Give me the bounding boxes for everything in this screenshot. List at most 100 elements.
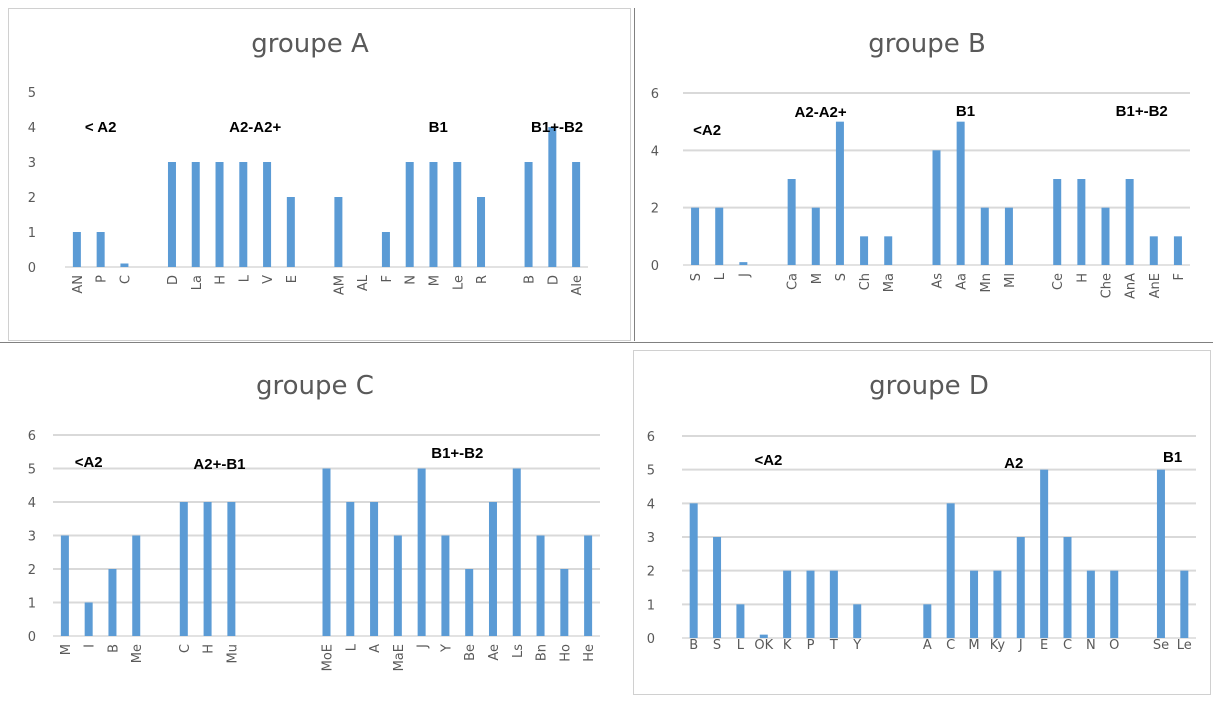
group-label: <A2 — [693, 122, 721, 139]
x-tick-label: Me — [130, 644, 145, 663]
x-tick-label: Ae — [487, 644, 502, 661]
x-tick-label: Bn — [535, 644, 550, 661]
bar — [715, 207, 724, 265]
bar — [334, 197, 343, 267]
x-tick-label: Le — [1177, 638, 1192, 653]
group-label: B1 — [956, 103, 975, 120]
x-tick-label: N — [404, 275, 419, 285]
bar — [286, 197, 295, 267]
bar — [1173, 236, 1182, 265]
x-tick-label: M — [427, 275, 442, 286]
x-tick-label: Ale — [570, 275, 585, 296]
bar — [970, 570, 979, 638]
x-tick-label: J — [1018, 638, 1023, 653]
bar — [1125, 179, 1134, 265]
bar — [239, 162, 248, 267]
bar — [72, 232, 81, 267]
bar — [1156, 469, 1165, 638]
x-tick-label: MaE — [392, 644, 407, 671]
x-tick-label: AnA — [1124, 273, 1139, 299]
bar — [322, 468, 331, 636]
bar — [512, 468, 521, 636]
bar — [713, 537, 722, 638]
bar — [524, 162, 533, 267]
bar — [853, 604, 862, 638]
y-tick-label: 2 — [28, 563, 36, 578]
x-tick-label: Che — [1100, 273, 1115, 298]
bar — [1040, 469, 1049, 638]
x-tick-label: He — [582, 644, 597, 662]
x-tick-label: C — [118, 275, 133, 284]
bar — [946, 503, 955, 638]
group-label: B1 — [1163, 449, 1182, 466]
x-tick-label: La — [190, 275, 205, 290]
chart-groupe-a: groupe A 0 1 2 3 4 5 AN P C D La H L V E AM AL F N M Le R B D Ale… — [10, 10, 630, 340]
y-tick-label: 3 — [28, 156, 36, 171]
y-tick-label: 1 — [28, 597, 36, 612]
bar — [1004, 207, 1013, 265]
group-label: B1+-B2 — [531, 119, 583, 136]
x-tick-label: D — [546, 275, 561, 285]
x-tick-label: Ma — [882, 273, 897, 292]
bar — [956, 121, 965, 266]
group-label: B1+-B2 — [431, 445, 483, 462]
x-tick-label: M — [59, 644, 74, 655]
bar — [759, 634, 768, 638]
chart-title: groupe C — [256, 371, 374, 401]
bar — [417, 468, 426, 636]
y-tick-label: 5 — [647, 464, 655, 479]
bar — [453, 162, 462, 267]
group-label: B1+-B2 — [1116, 103, 1168, 120]
bar — [1053, 179, 1062, 265]
x-tick-label: A — [368, 644, 383, 653]
y-tick-label: 2 — [28, 191, 36, 206]
x-tick-label: AN — [71, 275, 86, 294]
y-tick-label: 3 — [647, 531, 655, 546]
x-tick-label: A — [923, 638, 932, 653]
y-tick-label: 4 — [28, 496, 36, 511]
bar — [691, 207, 700, 265]
x-tick-label: M — [810, 273, 825, 284]
x-tick-label: H — [202, 644, 217, 654]
x-tick-label: I — [83, 644, 98, 648]
group-label: < A2 — [85, 119, 117, 136]
bar — [488, 502, 497, 636]
bar — [60, 535, 69, 636]
x-tick-label: AM — [332, 275, 347, 295]
y-tick-label: 0 — [651, 259, 659, 274]
x-tick-label: As — [931, 273, 946, 289]
x-tick-label: Ch — [858, 273, 873, 290]
bar — [191, 162, 200, 267]
y-tick-label: 2 — [647, 565, 655, 580]
bar — [108, 569, 117, 636]
chart-groupe-b: groupe B 0 2 4 6 S L J Ca M S Ch Ma As Aa Mn Ml Ce H Che AnA… — [637, 10, 1210, 340]
x-tick-label: MoE — [321, 644, 336, 671]
bar — [381, 232, 390, 267]
x-tick-label: T — [829, 638, 838, 653]
bar — [405, 162, 414, 267]
bar — [346, 502, 355, 636]
group-label: A2+-B1 — [193, 456, 245, 473]
x-tick-label: Aa — [955, 273, 970, 290]
x-tick-label: C — [1063, 638, 1072, 653]
bar — [132, 535, 141, 636]
bar — [783, 570, 792, 638]
x-tick-label: K — [783, 638, 792, 653]
x-tick-label: F — [1172, 273, 1187, 280]
bar — [536, 535, 545, 636]
chart-svg: groupe B 0 2 4 6 S L J Ca M S Ch Ma As Aa Mn Ml Ce H Che AnA… — [651, 29, 1190, 299]
chart-groupe-d: groupe D 0 1 2 3 4 5 6 B S L OK K P T Y A C M Ky J E C N O Se Le <A… — [637, 352, 1209, 693]
x-tick-label: P — [95, 275, 110, 283]
group-label: A2 — [1004, 455, 1023, 472]
x-tick-label: E — [285, 275, 300, 283]
y-tick-label: 0 — [647, 632, 655, 647]
y-tick-label: 4 — [28, 121, 36, 136]
x-tick-label: O — [1109, 638, 1119, 653]
x-tick-label: Mn — [979, 273, 994, 292]
bar — [215, 162, 224, 267]
x-tick-label: B — [523, 275, 538, 284]
bar — [84, 602, 93, 636]
panel-a-border — [8, 8, 631, 341]
